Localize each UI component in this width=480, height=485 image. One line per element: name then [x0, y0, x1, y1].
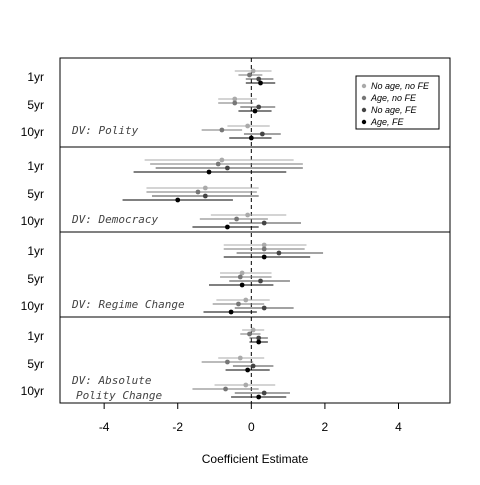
y-tick-label-10yr: 10yr — [21, 384, 44, 398]
point-estimate — [232, 100, 238, 106]
point-estimate — [245, 123, 251, 129]
y-tick-label-10yr: 10yr — [21, 214, 44, 228]
x-tick-label: -4 — [99, 420, 110, 434]
x-tick-label: 0 — [248, 420, 255, 434]
point-estimate — [259, 131, 265, 137]
point-estimate — [232, 96, 238, 102]
point-estimate — [228, 309, 234, 315]
point-estimate — [243, 297, 249, 303]
panel-label: Polity Change — [76, 389, 162, 402]
point-estimate — [239, 282, 245, 288]
point-estimate — [261, 305, 267, 311]
point-estimate — [225, 224, 230, 230]
point-estimate — [175, 197, 181, 203]
point-estimate — [202, 193, 208, 199]
y-tick-label-10yr: 10yr — [21, 299, 44, 313]
point-estimate — [256, 76, 262, 82]
panel-label: DV: Absolute — [71, 374, 152, 387]
point-estimate — [243, 382, 249, 388]
point-estimate — [225, 359, 230, 365]
point-estimate — [256, 104, 262, 110]
point-estimate — [219, 127, 225, 133]
point-estimate — [248, 135, 254, 141]
point-estimate — [247, 331, 252, 337]
y-tick-label-10yr: 10yr — [21, 125, 44, 139]
point-estimate — [261, 220, 267, 226]
legend-swatch — [361, 95, 367, 101]
point-estimate — [261, 246, 267, 252]
point-estimate — [237, 355, 243, 361]
x-tick-label: -2 — [172, 420, 183, 434]
panel-label: DV: Democracy — [71, 213, 158, 226]
point-estimate — [225, 165, 230, 171]
point-estimate — [195, 189, 201, 195]
legend-swatch — [361, 119, 367, 125]
point-estimate — [247, 72, 252, 78]
point-estimate — [261, 390, 267, 396]
point-estimate — [219, 157, 225, 163]
point-estimate — [250, 68, 256, 74]
legend-entry: Age, FE — [370, 117, 405, 127]
legend: No age, no FE Age, no FE No age, FE Age, FE — [355, 75, 440, 130]
legend-swatch — [361, 107, 367, 113]
panel-label: DV: Regime Change — [71, 298, 185, 311]
y-tick-label-5yr: 5yr — [27, 187, 44, 201]
point-estimate — [261, 254, 267, 260]
point-estimate — [276, 250, 282, 256]
point-estimate — [234, 216, 240, 222]
y-tick-label-5yr: 5yr — [27, 98, 44, 112]
y-tick-label-5yr: 5yr — [27, 357, 44, 371]
panel-label: DV: Polity — [71, 124, 139, 137]
y-tick-label-5yr: 5yr — [27, 272, 44, 286]
point-estimate — [252, 108, 258, 114]
legend-entry: No age, FE — [371, 105, 418, 115]
point-estimate — [250, 327, 256, 333]
point-estimate — [245, 367, 251, 373]
legend-entry: Age, no FE — [370, 93, 417, 103]
point-estimate — [256, 394, 262, 400]
point-estimate — [223, 386, 228, 392]
legend-swatch — [361, 83, 367, 89]
point-estimate — [245, 212, 251, 218]
x-tick-label: 2 — [322, 420, 329, 434]
point-estimate — [256, 335, 262, 341]
point-estimate — [250, 363, 256, 369]
legend-entry: No age, no FE — [371, 81, 430, 91]
y-tick-label-1yr: 1yr — [27, 244, 44, 258]
chart-marks: 1yr 5yr 10yr DV: Polity 1yr 5yr 10yr DV: Democr… — [21, 57, 451, 466]
point-estimate — [206, 169, 212, 175]
x-tick-label: 4 — [395, 420, 402, 434]
y-tick-label-1yr: 1yr — [27, 159, 44, 173]
point-estimate — [258, 80, 263, 86]
point-estimate — [236, 301, 241, 307]
point-estimate — [258, 278, 263, 284]
point-estimate — [202, 185, 208, 191]
point-estimate — [256, 339, 262, 345]
legend-box — [355, 75, 440, 130]
point-estimate — [261, 242, 267, 248]
y-tick-label-1yr: 1yr — [27, 329, 44, 343]
x-axis-title: Coefficient Estimate — [202, 452, 309, 466]
y-tick-label-1yr: 1yr — [27, 70, 44, 84]
point-estimate — [215, 161, 221, 167]
point-estimate — [237, 274, 243, 280]
point-estimate — [239, 270, 245, 276]
